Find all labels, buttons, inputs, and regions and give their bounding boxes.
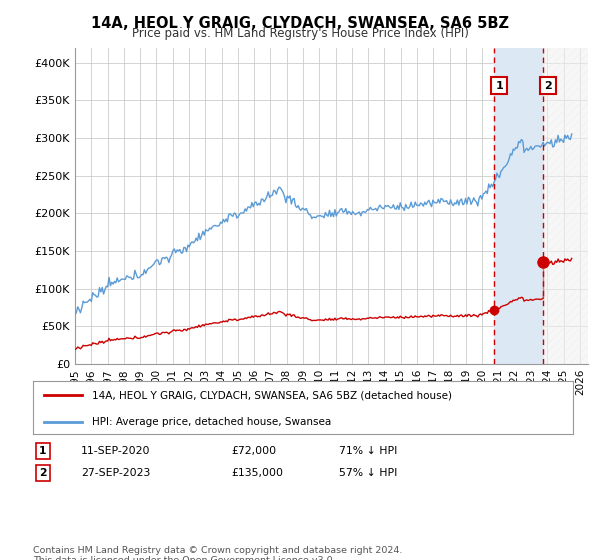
- Text: 1: 1: [39, 446, 47, 456]
- Text: 14A, HEOL Y GRAIG, CLYDACH, SWANSEA, SA6 5BZ (detached house): 14A, HEOL Y GRAIG, CLYDACH, SWANSEA, SA6…: [92, 390, 452, 400]
- Text: 2: 2: [39, 468, 47, 478]
- Text: 14A, HEOL Y GRAIG, CLYDACH, SWANSEA, SA6 5BZ: 14A, HEOL Y GRAIG, CLYDACH, SWANSEA, SA6…: [91, 16, 509, 31]
- Text: HPI: Average price, detached house, Swansea: HPI: Average price, detached house, Swan…: [92, 417, 332, 427]
- Text: £135,000: £135,000: [231, 468, 283, 478]
- Text: 1: 1: [496, 81, 503, 91]
- Text: Price paid vs. HM Land Registry's House Price Index (HPI): Price paid vs. HM Land Registry's House …: [131, 27, 469, 40]
- Text: 57% ↓ HPI: 57% ↓ HPI: [339, 468, 397, 478]
- Bar: [494, 48, 543, 364]
- Text: 2: 2: [544, 81, 552, 91]
- Text: Contains HM Land Registry data © Crown copyright and database right 2024.
This d: Contains HM Land Registry data © Crown c…: [33, 546, 403, 560]
- Text: 11-SEP-2020: 11-SEP-2020: [81, 446, 151, 456]
- Bar: [543, 48, 588, 364]
- Text: £72,000: £72,000: [231, 446, 276, 456]
- Text: 27-SEP-2023: 27-SEP-2023: [81, 468, 151, 478]
- Text: 71% ↓ HPI: 71% ↓ HPI: [339, 446, 397, 456]
